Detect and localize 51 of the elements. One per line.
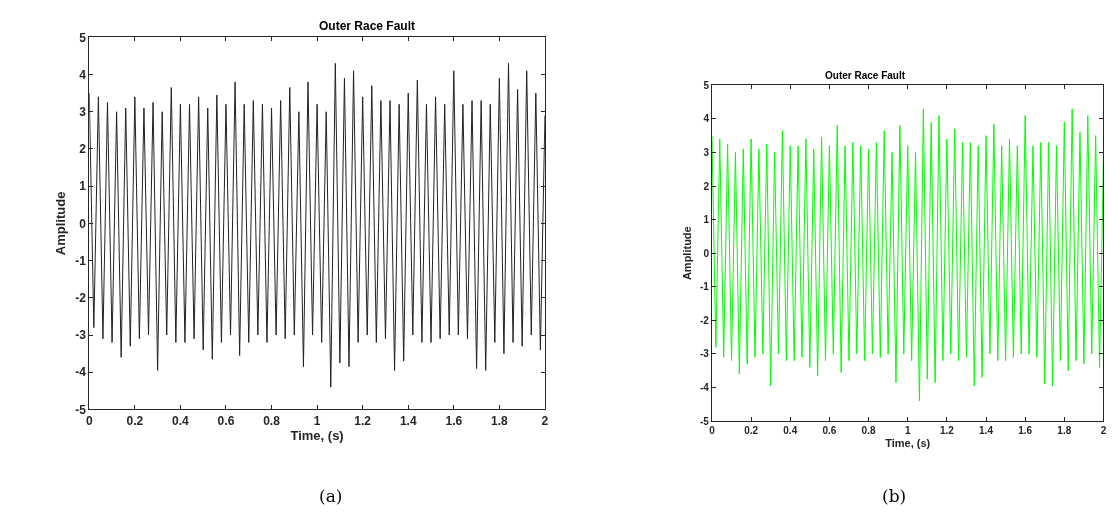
chart-title: Outer Race Fault	[825, 70, 906, 81]
x-tick-label: 0.8	[263, 413, 281, 428]
y-tick-label: 5	[79, 30, 87, 45]
y-tick-label: -1	[700, 281, 710, 293]
x-tick-label: 1.2	[939, 425, 955, 437]
y-tick-label: 4	[79, 67, 87, 82]
x-tick-label: 1.2	[354, 413, 372, 428]
y-tick-label: 0	[703, 247, 710, 259]
y-tick-label: -1	[75, 253, 87, 268]
x-axis-title: Time, (s)	[885, 437, 931, 450]
x-tick-label: 0.2	[744, 425, 759, 437]
x-tick-label: 1	[313, 413, 321, 428]
y-tick-label: -5	[700, 415, 710, 427]
text: (b)	[882, 486, 907, 506]
y-tick-label: 1	[79, 179, 87, 194]
y-axis-title: Amplitude	[53, 191, 69, 256]
chart-title: Outer Race Fault	[319, 19, 416, 33]
y-tick-label: -4	[75, 365, 87, 380]
x-tick-label: 1.8	[1057, 425, 1072, 437]
x-tick-label: 2	[1100, 425, 1107, 437]
x-tick-label: 0.4	[172, 413, 190, 428]
x-tick-label: 1.6	[445, 413, 463, 428]
y-tick-label: 0	[79, 216, 87, 231]
y-tick-label: -4	[700, 382, 710, 394]
y-tick-label: 1	[703, 214, 710, 226]
x-axis-title: Time, (s)	[290, 428, 344, 444]
y-tick-label: -3	[75, 328, 87, 343]
y-tick-label: 5	[703, 79, 710, 91]
y-tick-label: 4	[703, 113, 710, 125]
y-tick-label: -3	[700, 348, 710, 360]
x-tick-label: 0.2	[126, 413, 144, 428]
y-tick-label: 3	[703, 146, 710, 158]
x-tick-label: 0.4	[783, 425, 798, 437]
text: (a)	[319, 486, 343, 506]
x-tick-label: 0.6	[217, 413, 235, 428]
x-tick-label: 1.6	[1018, 425, 1033, 437]
y-axis-title: Amplitude	[680, 226, 693, 281]
y-tick-label: -5	[75, 402, 87, 417]
y-tick-label: -2	[700, 314, 710, 326]
x-tick-label: 1.4	[979, 425, 994, 437]
y-tick-label: 3	[79, 104, 87, 119]
x-tick-label: 0.8	[861, 425, 876, 437]
x-tick-label: 1	[904, 425, 911, 437]
x-tick-label: 1.8	[491, 413, 509, 428]
x-tick-label: 2	[541, 413, 549, 428]
x-tick-label: 1.4	[399, 413, 417, 428]
y-tick-label: 2	[79, 142, 87, 157]
x-tick-label: 0.6	[822, 425, 837, 437]
y-tick-label: -2	[75, 291, 87, 306]
line-series	[711, 108, 1104, 402]
y-tick-label: 2	[703, 180, 710, 192]
